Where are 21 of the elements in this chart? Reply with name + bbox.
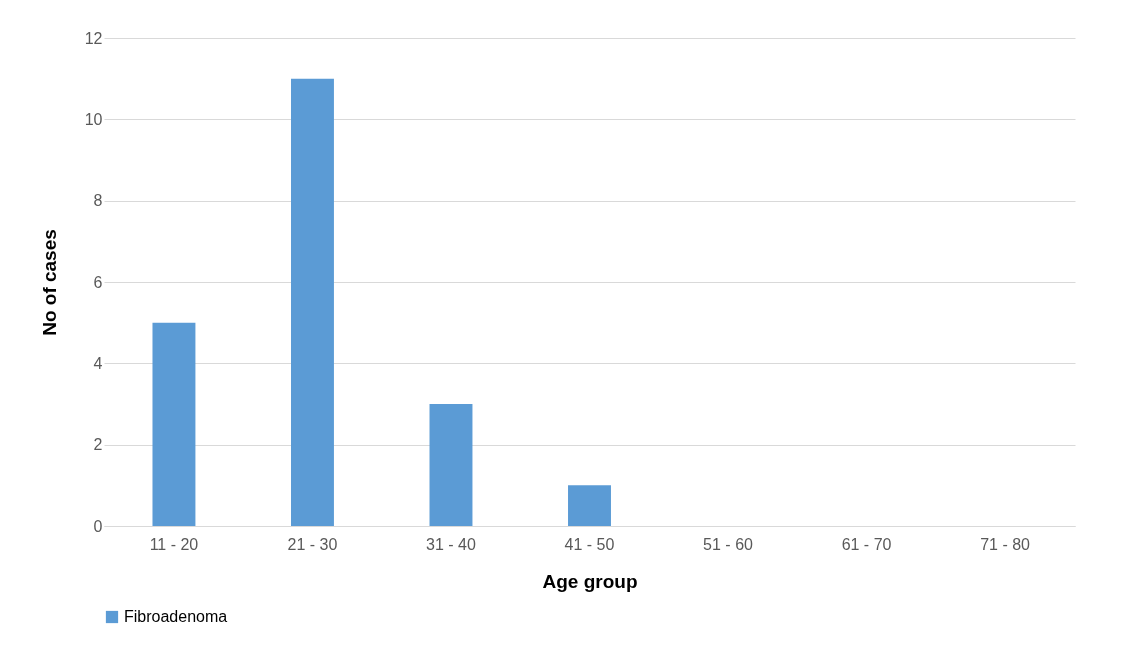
x-tick-label: 21 - 30 <box>287 535 338 553</box>
x-tick-label: 71 - 80 <box>980 535 1031 553</box>
y-tick-label: 0 <box>93 517 103 535</box>
y-tick-label: 6 <box>93 273 103 291</box>
x-tick-label: 11 - 20 <box>149 535 199 553</box>
y-tick-label: 12 <box>84 29 103 47</box>
y-tick-label: 2 <box>93 436 103 454</box>
y-tick-label: 10 <box>84 110 103 128</box>
bar <box>152 322 196 526</box>
x-axis-title: Age group <box>542 570 638 592</box>
y-tick-label: 8 <box>93 192 103 210</box>
y-axis-title: No of cases <box>38 229 60 336</box>
x-tick-label: 51 - 60 <box>703 535 754 553</box>
bar <box>568 485 611 526</box>
legend-label: Fibroadenoma <box>124 608 228 625</box>
x-tick-label: 31 - 40 <box>426 535 476 553</box>
bar <box>291 78 334 526</box>
x-tick-label: 41 - 50 <box>564 535 615 553</box>
x-tick-label: 61 - 70 <box>841 535 892 553</box>
y-tick-label: 4 <box>93 354 103 372</box>
bar <box>429 404 473 526</box>
